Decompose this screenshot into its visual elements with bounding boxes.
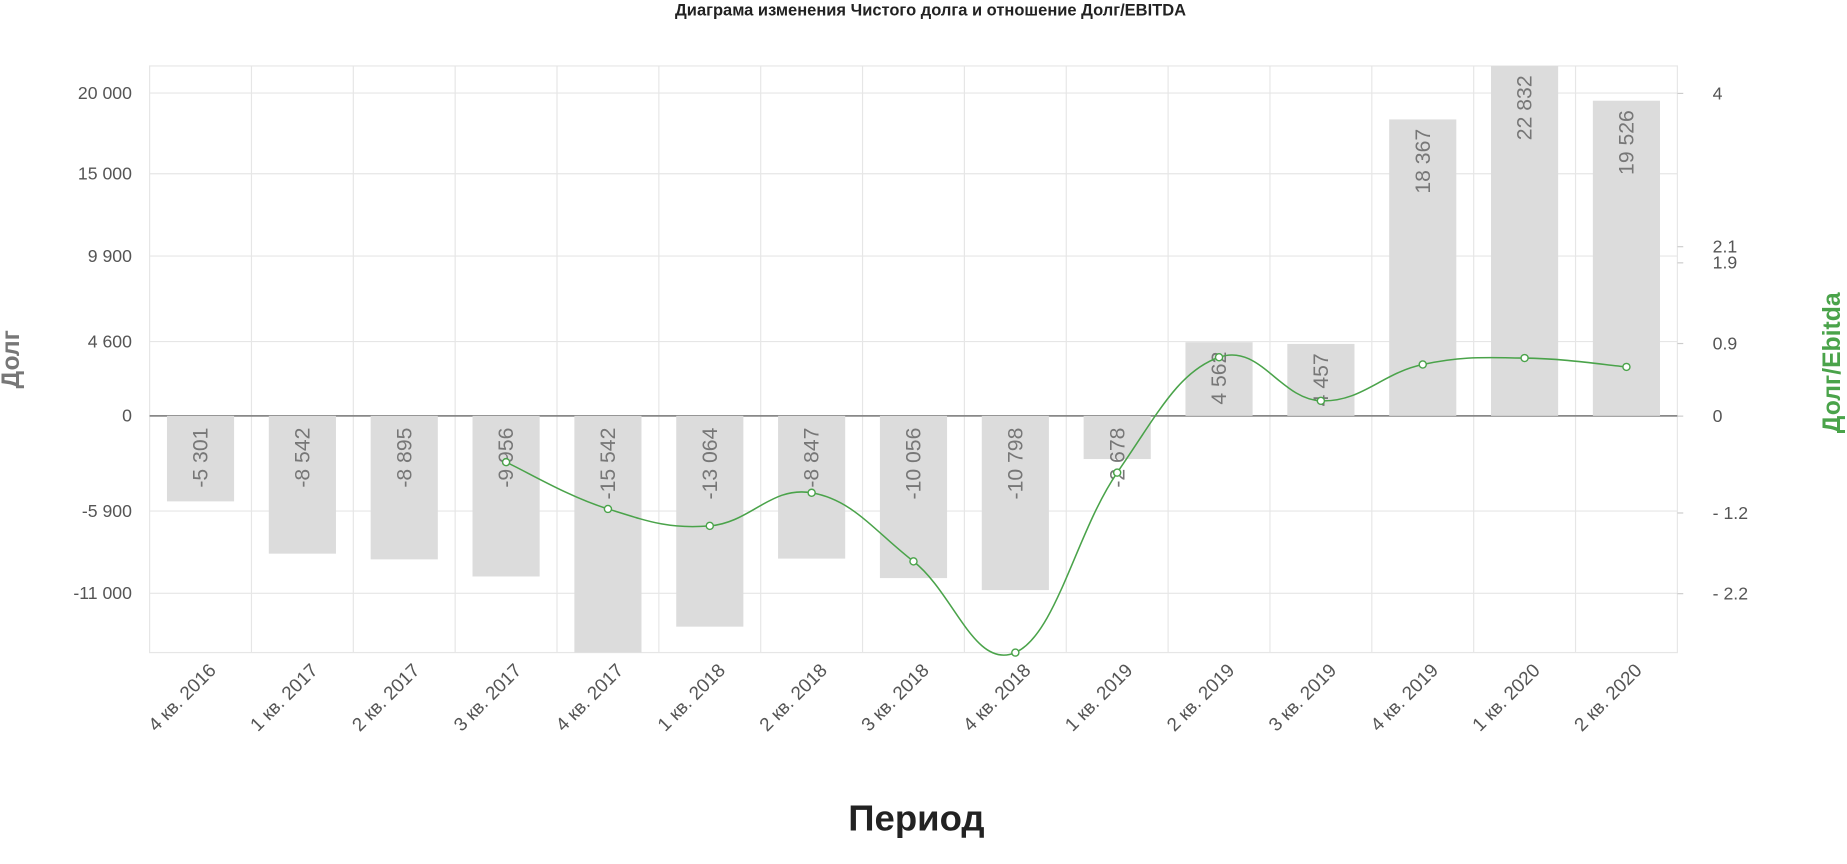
x-axis-title: Период [848,797,984,838]
x-tick-label: 2 кв. 2020 [1570,659,1646,735]
line-point [807,488,816,498]
line-point [1214,353,1224,362]
x-tick-label: 4 кв. 2016 [144,659,220,735]
chart-title: Диаграма изменения Чистого долга и отнош… [675,1,1186,19]
y2-tick-label: 0 [1713,406,1723,426]
value-label: 19 526 [1616,110,1639,175]
y2-tick-label: 1.9 [1713,253,1738,273]
y2-tick-label: - 1.2 [1713,503,1748,523]
x-tick-label: 1 кв. 2020 [1468,659,1544,735]
bar [370,415,438,560]
line-point [1011,648,1020,657]
value-label: 4 457 [1310,353,1333,406]
value-label: -9 956 [495,428,518,488]
bar [472,415,540,577]
bar [574,415,642,653]
bar [981,415,1049,591]
value-label: -8 542 [291,428,314,488]
x-tick-label: 2 кв. 2017 [348,659,424,735]
value-label: -13 064 [699,427,722,499]
value-label: 22 832 [1514,75,1537,140]
line-point [705,521,715,531]
bar [268,415,336,554]
plot-frame [149,65,1678,654]
y-tick-label: 20 000 [78,83,132,103]
x-tick-label: 3 кв. 2019 [1264,659,1340,735]
line-point [1316,396,1326,406]
y-tick-label: 9 900 [88,246,132,266]
bar [778,415,846,559]
x-tick-label: 2 кв. 2019 [1162,659,1238,735]
y-tick-label: 15 000 [78,164,132,184]
line-point [1520,353,1529,363]
y2-tick-label: 2.1 [1713,237,1738,257]
bar [879,415,948,579]
y2-tick-label: 4 [1713,83,1723,103]
value-label: -8 847 [801,428,824,488]
x-tick-label: 4 кв. 2017 [551,659,627,735]
value-label: -15 542 [597,428,620,500]
x-tick-label: 3 кв. 2017 [450,659,526,735]
bar [166,415,235,502]
line-point [1112,468,1122,477]
value-label: -10 798 [1004,428,1027,500]
line-point [603,504,613,514]
value-label: -10 056 [903,428,926,500]
x-tick-label: 3 кв. 2018 [857,659,933,735]
x-tick-label: 1 кв. 2017 [246,659,322,735]
line-point [1418,360,1427,369]
y2-tick-label: 0.9 [1713,333,1738,353]
value-label: -2 678 [1106,428,1129,488]
y2-axis-title: Долг/Ebitda [1819,292,1846,433]
x-tick-label: 4 кв. 2019 [1366,659,1442,735]
bar [1083,415,1151,460]
y-tick-label: 4 600 [88,331,132,351]
x-tick-label: 1 кв. 2018 [653,659,729,735]
line-point [909,557,918,566]
value-label: 4 562 [1208,352,1231,405]
y-tick-label: -5 900 [82,501,132,521]
line-point [1622,362,1631,372]
x-tick-label: 1 кв. 2019 [1061,659,1137,735]
value-label: -5 301 [190,428,213,488]
value-label: 18 367 [1412,129,1435,194]
y2-tick-label: - 2.2 [1713,584,1748,604]
value-label: -8 895 [393,428,416,488]
line-point [501,457,511,467]
y-tick-label: -11 000 [73,583,132,603]
y-tick-label: 0 [122,406,132,426]
x-tick-label: 4 кв. 2018 [959,659,1035,735]
y-axis-title: Долг [0,330,25,388]
x-tick-label: 2 кв. 2018 [755,659,831,735]
bars [166,65,1661,653]
